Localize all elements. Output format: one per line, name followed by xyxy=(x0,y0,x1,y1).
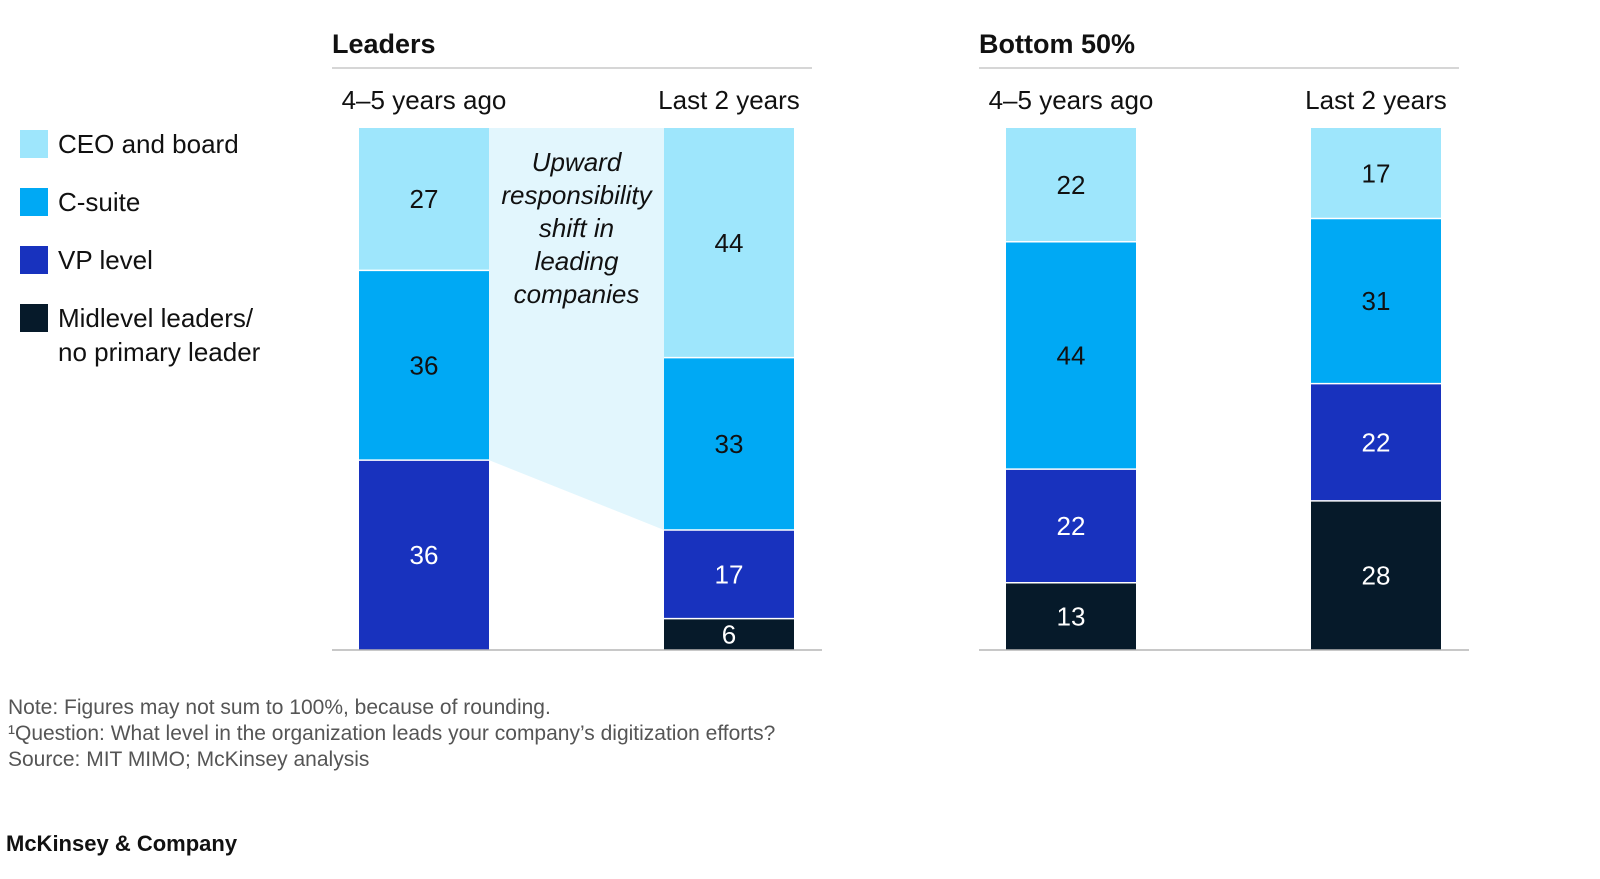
data-label-0-0-1: 36 xyxy=(410,350,439,380)
shift-annotation-line-3: leading xyxy=(535,246,619,276)
brand-logo-text: McKinsey & Company xyxy=(6,831,238,856)
data-label-0-1-0: 44 xyxy=(715,228,744,258)
data-label-0-1-3: 6 xyxy=(722,619,736,649)
bar-segment-1-0-1 xyxy=(1006,241,1136,470)
legend-swatch-midlevel xyxy=(20,304,48,332)
bar-segment-1-1-2 xyxy=(1311,383,1441,501)
shift-annotation-area xyxy=(489,128,664,530)
panel-title-0: Leaders xyxy=(332,29,436,59)
data-label-1-0-2: 22 xyxy=(1057,511,1086,541)
legend-swatch-ceo-board xyxy=(20,130,48,158)
bar-segment-0-0-2 xyxy=(359,460,489,650)
category-label-0-1: Last 2 years xyxy=(658,85,800,115)
data-label-1-1-1: 31 xyxy=(1362,286,1391,316)
stacked-bar-chart: Leaders 4–5 years ago 27 36 36 Last 2 years 44… xyxy=(332,29,1469,651)
bar-segment-0-1-3 xyxy=(664,618,794,650)
legend-label-vp-level: VP level xyxy=(58,245,153,275)
shift-annotation-line-1: responsibility xyxy=(501,180,653,210)
shift-annotation-line-4: companies xyxy=(514,279,640,309)
legend: CEO and board C-suite VP level Midlevel … xyxy=(20,125,320,367)
data-label-0-0-2: 36 xyxy=(410,540,439,570)
legend-label-c-suite: C-suite xyxy=(58,187,141,217)
data-label-0-1-1: 33 xyxy=(715,429,744,459)
bar-segment-1-1-1 xyxy=(1311,218,1441,384)
data-label-1-0-0: 22 xyxy=(1057,170,1086,200)
legend-item-c-suite: C-suite xyxy=(20,183,320,241)
data-label-1-1-0: 17 xyxy=(1362,158,1391,188)
bar-segment-0-1-2 xyxy=(664,529,794,619)
data-label-1-1-3: 28 xyxy=(1362,560,1391,590)
shift-annotation-line-0: Upward xyxy=(532,147,623,177)
legend-swatch-vp-level xyxy=(20,246,48,274)
footnotes: Note: Figures may not sum to 100%, becau… xyxy=(8,695,775,773)
shift-annotation-text: Upward responsibility shift in leading compa… xyxy=(501,147,653,309)
data-label-1-0-1: 44 xyxy=(1057,340,1086,370)
data-label-0-0-0: 27 xyxy=(410,184,439,214)
bar-segment-1-0-0 xyxy=(1006,128,1136,242)
legend-item-ceo-board: CEO and board xyxy=(20,125,320,183)
bar-segment-0-0-1 xyxy=(359,270,489,461)
category-label-0-0: 4–5 years ago xyxy=(342,85,507,115)
bar-segment-0-1-0 xyxy=(664,128,794,358)
category-label-1-1: Last 2 years xyxy=(1305,85,1447,115)
bar-segment-1-0-2 xyxy=(1006,469,1136,583)
data-label-1-0-3: 13 xyxy=(1057,601,1086,631)
legend-swatch-c-suite xyxy=(20,188,48,216)
bar-segment-1-1-3 xyxy=(1311,500,1441,650)
footnote-question: ¹Question: What level in the organizatio… xyxy=(8,722,776,745)
bar-segment-1-1-0 xyxy=(1311,128,1441,219)
footnote-note: Note: Figures may not sum to 100%, becau… xyxy=(8,696,551,719)
data-label-1-1-2: 22 xyxy=(1362,427,1391,457)
legend-label-midlevel: Midlevel leaders/ no primary leader xyxy=(58,303,261,367)
bar-segment-1-0-3 xyxy=(1006,582,1136,650)
bar-segment-0-0-0 xyxy=(359,128,489,271)
category-label-1-0: 4–5 years ago xyxy=(989,85,1154,115)
legend-label-ceo-board: CEO and board xyxy=(58,129,239,159)
panel-title-1: Bottom 50% xyxy=(979,29,1135,59)
footnote-source: Source: MIT MIMO; McKinsey analysis xyxy=(8,748,370,771)
shift-annotation-line-2: shift in xyxy=(539,213,614,243)
legend-item-midlevel: Midlevel leaders/ no primary leader xyxy=(20,299,320,367)
data-label-0-1-2: 17 xyxy=(715,559,744,589)
legend-item-vp-level: VP level xyxy=(20,241,320,299)
bar-segment-0-1-1 xyxy=(664,357,794,530)
